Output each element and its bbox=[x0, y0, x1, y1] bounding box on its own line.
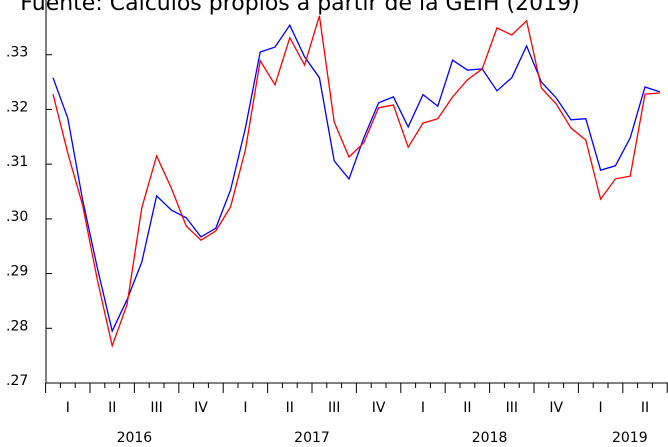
y-tick-label: .29 bbox=[6, 264, 28, 280]
y-tick-label: .27 bbox=[6, 373, 28, 389]
y-tick-label: .28 bbox=[6, 318, 28, 334]
y-tick-label: .33 bbox=[6, 45, 28, 61]
x-quarter-label: III bbox=[506, 400, 518, 416]
x-quarter-label: II bbox=[463, 400, 471, 416]
x-quarter-label: II bbox=[286, 400, 294, 416]
x-quarter-label: II bbox=[108, 400, 116, 416]
x-quarter-label: III bbox=[328, 400, 340, 416]
y-tick-label: .32 bbox=[6, 99, 28, 115]
x-quarter-label: IV bbox=[194, 400, 208, 416]
x-quarter-label: I bbox=[599, 400, 603, 416]
x-year-label: 2017 bbox=[294, 430, 330, 446]
x-year-label: 2016 bbox=[117, 430, 153, 446]
x-quarter-label: I bbox=[66, 400, 70, 416]
x-year-label: 2018 bbox=[472, 430, 508, 446]
x-quarter-label: I bbox=[243, 400, 247, 416]
series-line bbox=[52, 15, 660, 349]
series-line bbox=[52, 23, 661, 333]
chart-title: Fuente: Cálculos propios a partir de la … bbox=[20, 0, 579, 16]
x-quarter-label: II bbox=[641, 400, 649, 416]
y-tick-label: .31 bbox=[6, 154, 28, 170]
x-quarter-label: IV bbox=[549, 400, 563, 416]
x-year-label: 2019 bbox=[612, 430, 648, 446]
y-tick-label: .30 bbox=[6, 209, 28, 225]
x-quarter-label: III bbox=[150, 400, 162, 416]
x-quarter-label: I bbox=[421, 400, 425, 416]
x-quarter-label: IV bbox=[372, 400, 386, 416]
